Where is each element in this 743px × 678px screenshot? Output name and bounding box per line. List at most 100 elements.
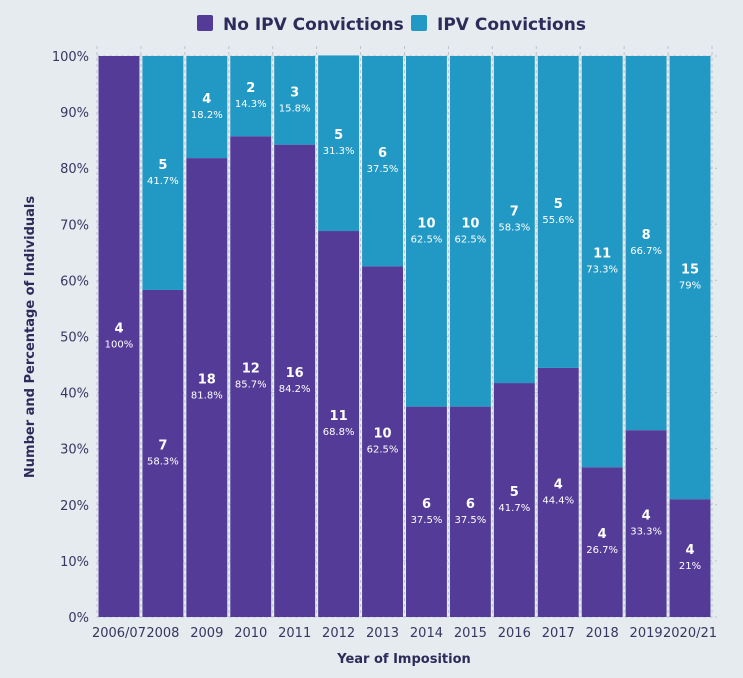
bar-no-ipv <box>493 383 535 617</box>
bar-no-ipv <box>186 158 228 618</box>
bar-no-ipv <box>142 289 184 617</box>
y-tick-label: 50% <box>60 331 89 346</box>
bar-no-ipv <box>406 406 447 617</box>
legend-label-ipv: IPV Convictions <box>437 15 586 35</box>
bar-ipv <box>362 56 403 267</box>
count-label: 16 <box>286 366 304 381</box>
bar-ipv <box>186 56 228 159</box>
y-tick-label: 0% <box>68 611 89 626</box>
percent-label: 26.7% <box>586 545 618 556</box>
x-tick-label: 2014 <box>410 626 443 641</box>
count-label: 10 <box>373 427 391 442</box>
x-tick-label: 2016 <box>498 626 531 641</box>
x-tick-label: 2010 <box>234 626 267 641</box>
percent-label: 66.7% <box>630 246 662 257</box>
count-label: 2 <box>246 81 255 96</box>
count-label: 11 <box>330 409 348 424</box>
percent-label: 14.3% <box>235 99 267 110</box>
percent-label: 55.6% <box>542 215 574 226</box>
bar-no-ipv <box>274 144 316 617</box>
y-tick-label: 100% <box>52 50 89 65</box>
percent-label: 81.8% <box>191 391 223 402</box>
bar-ipv <box>625 56 667 431</box>
bar-ipv <box>318 55 360 232</box>
bar-ipv <box>230 56 272 137</box>
percent-label: 44.4% <box>542 495 574 506</box>
count-label: 18 <box>198 373 216 388</box>
bar-ipv <box>142 56 184 290</box>
percent-label: 79% <box>679 281 701 292</box>
y-tick-label: 40% <box>60 387 89 402</box>
count-label: 4 <box>202 92 211 107</box>
percent-label: 58.3% <box>498 223 530 234</box>
percent-label: 33.3% <box>630 527 662 538</box>
percent-label: 100% <box>105 340 134 351</box>
bar-no-ipv <box>362 266 403 617</box>
percent-label: 58.3% <box>147 456 179 467</box>
count-label: 4 <box>642 509 651 524</box>
x-tick-label: 2013 <box>366 626 399 641</box>
bar-ipv <box>493 56 535 384</box>
x-tick-label: 2006/07 <box>92 626 146 641</box>
count-label: 5 <box>158 158 167 173</box>
percent-label: 37.5% <box>411 515 443 526</box>
count-label: 6 <box>378 146 387 161</box>
bar-no-ipv <box>230 136 272 617</box>
x-tick-label: 2012 <box>322 626 355 641</box>
x-tick-label: 2017 <box>542 626 575 641</box>
x-tick-label: 2008 <box>146 626 179 641</box>
percent-label: 37.5% <box>455 515 487 526</box>
bar-no-ipv <box>318 231 360 618</box>
legend-label-no-ipv: No IPV Convictions <box>223 15 404 35</box>
percent-label: 62.5% <box>411 234 443 245</box>
bar-no-ipv <box>449 406 491 617</box>
count-label: 8 <box>642 228 651 243</box>
percent-label: 84.2% <box>279 384 311 395</box>
count-label: 11 <box>593 247 611 262</box>
x-tick-label: 2015 <box>454 626 487 641</box>
count-label: 7 <box>510 205 519 220</box>
bar-ipv <box>449 56 491 407</box>
x-tick-label: 2019 <box>630 626 663 641</box>
percent-label: 62.5% <box>367 445 399 456</box>
count-label: 5 <box>510 485 519 500</box>
count-label: 10 <box>461 216 479 231</box>
y-tick-label: 90% <box>60 106 89 121</box>
x-tick-labels: 2006/07 2008 2009 2010 2011 2012 2013 2014 2015 2… <box>92 626 717 641</box>
count-label: 5 <box>554 197 563 212</box>
percent-label: 15.8% <box>279 103 311 114</box>
count-label: 6 <box>466 497 475 512</box>
percent-label: 62.5% <box>455 234 487 245</box>
x-tick-label: 2018 <box>586 626 619 641</box>
count-label: 4 <box>554 477 563 492</box>
bar-no-ipv <box>625 430 667 617</box>
bar-no-ipv <box>98 56 140 617</box>
count-label: 10 <box>417 216 435 231</box>
y-tick-label: 80% <box>60 162 89 177</box>
x-tick-label: 2009 <box>190 626 223 641</box>
percent-label: 37.5% <box>367 164 399 175</box>
count-label: 6 <box>422 497 431 512</box>
y-tick-label: 20% <box>60 499 89 514</box>
percent-label: 41.7% <box>498 503 530 514</box>
count-label: 4 <box>114 322 123 337</box>
bars: 4 100% 7 58.3% 5 41.7% 18 81.8% 4 18.2% 12 85.7% 2 14… <box>98 55 711 618</box>
percent-label: 68.8% <box>323 427 355 438</box>
bar-no-ipv <box>537 367 579 617</box>
legend-swatch-no-ipv <box>197 15 213 31</box>
percent-label: 41.7% <box>147 176 179 187</box>
percent-label: 85.7% <box>235 380 267 391</box>
count-label: 5 <box>334 128 343 143</box>
y-tick-label: 10% <box>60 555 89 570</box>
y-tick-label: 30% <box>60 443 89 458</box>
y-tick-label: 70% <box>60 218 89 233</box>
x-tick-label: 2020/21 <box>663 626 717 641</box>
percent-label: 31.3% <box>323 146 355 157</box>
bar-ipv <box>406 56 447 407</box>
y-tick-label: 60% <box>60 274 89 289</box>
count-label: 3 <box>290 85 299 100</box>
bar-no-ipv <box>581 467 623 617</box>
count-label: 15 <box>681 263 699 278</box>
y-tick-labels: 0% 10% 20% 30% 40% 50% 60% 70% 80% 90% 100% <box>52 50 89 626</box>
